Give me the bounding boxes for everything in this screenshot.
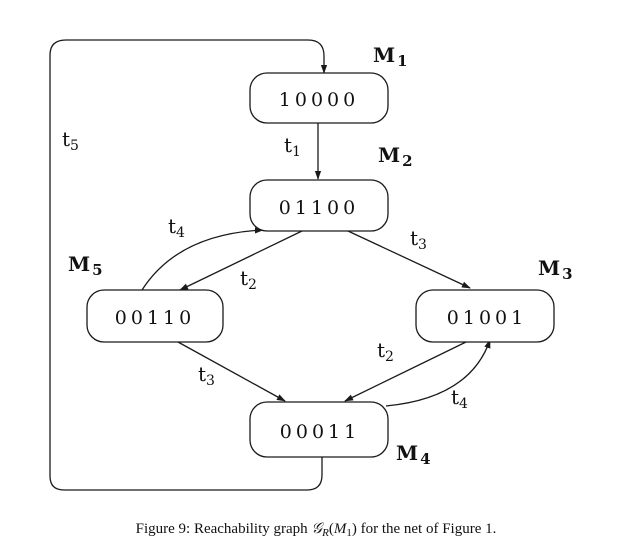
node-m4-marking: 00011 [280, 421, 360, 443]
edge-m5-m2 [141, 227, 264, 291]
node-m1-marking: 10000 [279, 89, 359, 111]
node-m5-marking: 00110 [115, 307, 195, 329]
node-m1: 10000 [249, 72, 389, 124]
node-m2-marking: 01100 [279, 197, 359, 219]
edge-m4-m1 [49, 39, 328, 491]
edge-m5-m4 [177, 341, 286, 402]
node-m5: 00110 [86, 289, 224, 343]
node-m3: 01001 [415, 289, 555, 343]
edge-m4-m3 [385, 339, 491, 407]
edge-label-t2-right: t2 [377, 338, 394, 365]
edge-label-t3-left: t3 [198, 362, 215, 389]
edge-label-t3-right: t3 [410, 226, 427, 253]
edge-label-t4-left: t4 [168, 214, 185, 241]
edge-label-t5: t5 [62, 127, 79, 154]
edge-label-t2-left: t2 [240, 266, 257, 293]
edge-m2-m3 [347, 230, 471, 289]
edge-m2-m5 [179, 230, 303, 291]
figure-caption: Figure 9: Reachability graph 𝒢R(M1) for … [136, 521, 497, 539]
node-m3-marking: 01001 [447, 307, 527, 329]
node-m2: 01100 [249, 179, 389, 232]
node-m4: 00011 [249, 401, 389, 458]
edge-m3-m4 [344, 341, 467, 402]
edge-label-t4-right: t4 [451, 385, 468, 412]
edge-label-t1: t1 [284, 133, 301, 160]
